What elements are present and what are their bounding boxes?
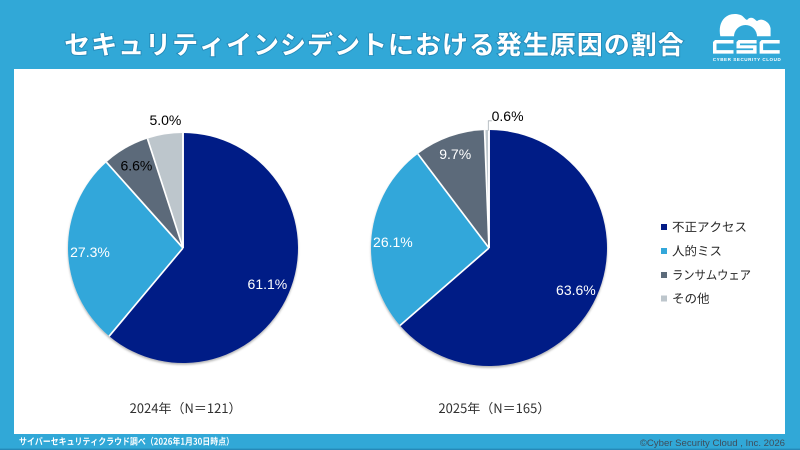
svg-text:0.6%: 0.6% — [492, 108, 524, 124]
svg-text:CYBER SECURITY CLOUD: CYBER SECURITY CLOUD — [713, 57, 782, 62]
svg-text:27.3%: 27.3% — [70, 244, 110, 260]
svg-text:63.6%: 63.6% — [556, 282, 596, 298]
svg-text:9.7%: 9.7% — [439, 146, 471, 162]
svg-text:6.6%: 6.6% — [120, 157, 152, 173]
svg-text:26.1%: 26.1% — [373, 234, 413, 250]
svg-text:©Cyber Security Cloud , Inc. 2: ©Cyber Security Cloud , Inc. 2026 — [640, 438, 785, 449]
svg-text:61.1%: 61.1% — [248, 276, 288, 292]
svg-text:5.0%: 5.0% — [149, 112, 181, 128]
